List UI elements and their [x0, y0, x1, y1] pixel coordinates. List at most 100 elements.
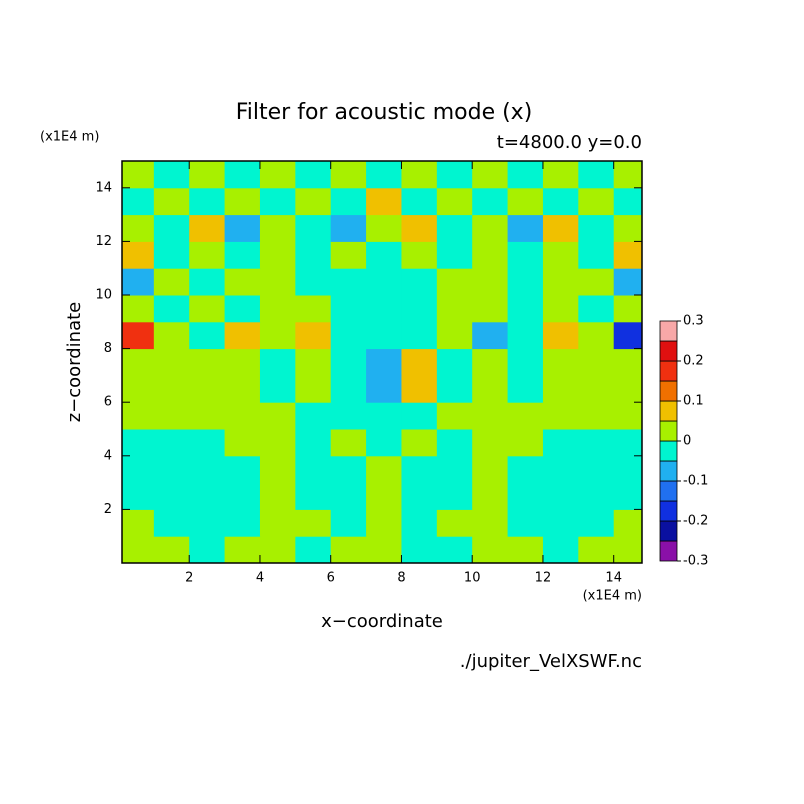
x-tick-label: 6: [327, 571, 335, 586]
contour-cell: [153, 402, 190, 430]
contour-cell: [295, 161, 332, 189]
contour-cell: [542, 187, 579, 216]
contour-cell: [542, 429, 579, 457]
contour-cell: [578, 402, 615, 430]
contour-cell: [401, 161, 438, 189]
contour-cell: [122, 536, 155, 563]
contour-cell: [401, 375, 438, 403]
contour-cell: [295, 482, 332, 510]
contour-cell: [122, 348, 155, 376]
colorbar-tick-label: 0.2: [683, 354, 704, 369]
chart-subtitle: t=4800.0 y=0.0: [497, 132, 642, 153]
contour-cell: [224, 348, 261, 376]
contour-cell: [122, 295, 155, 323]
contour-cell: [507, 268, 544, 296]
contour-cell: [436, 268, 473, 296]
contour-cell: [578, 348, 615, 376]
contour-cell: [122, 509, 155, 537]
contour-cell: [259, 429, 296, 457]
contour-cell: [366, 295, 402, 323]
contour-cell: [189, 268, 226, 296]
contour-cell: [122, 455, 155, 484]
contour-cell: [472, 187, 509, 216]
contour-cell: [542, 402, 579, 430]
colorbar-swatch: [659, 520, 678, 542]
contour-cell: [542, 509, 579, 537]
contour-cell: [122, 187, 155, 216]
contour-cell: [189, 321, 226, 350]
contour-cell: [153, 187, 190, 216]
contour-cell: [436, 375, 473, 403]
y-tick-label: 4: [104, 448, 112, 463]
contour-cell: [507, 375, 544, 403]
contour-cell: [295, 375, 332, 403]
y-axis-label: z−coordinate: [64, 302, 85, 423]
contour-cell: [153, 375, 190, 403]
contour-cell: [189, 187, 226, 216]
x-axis-label: x−coordinate: [321, 611, 443, 632]
contour-cell: [330, 241, 367, 269]
y-tick-label: 10: [95, 288, 112, 303]
x-tick-label: 8: [397, 571, 405, 586]
contour-cell: [224, 295, 261, 323]
contour-cell: [295, 321, 332, 350]
contour-cell: [401, 455, 438, 484]
chart-title: Filter for acoustic mode (x): [236, 100, 533, 125]
contour-cell: [224, 509, 261, 537]
contour-cell: [401, 295, 438, 323]
contour-cell: [578, 241, 615, 269]
contour-cell: [259, 295, 296, 323]
contour-cell: [122, 161, 155, 189]
contour-cell: [578, 536, 615, 563]
contour-cell: [189, 295, 226, 323]
contour-cell: [436, 536, 473, 563]
contour-cell: [542, 321, 579, 350]
plot-frame: [121, 160, 643, 564]
contour-cell: [401, 214, 438, 242]
contour-cell: [153, 321, 190, 350]
contour-cell: [542, 536, 579, 563]
x-tick-label: 2: [185, 571, 193, 586]
contour-cell: [507, 455, 544, 484]
contour-cell: [507, 536, 544, 563]
contour-cell: [472, 429, 509, 457]
y-tick-label: 8: [104, 341, 112, 356]
x-tick-label: 12: [535, 571, 552, 586]
contour-cell: [224, 187, 261, 216]
contour-cell: [295, 348, 332, 376]
x-tick-label: 14: [605, 571, 622, 586]
contour-cell: [436, 348, 473, 376]
contour-cell: [613, 536, 642, 563]
contour-cell: [330, 321, 367, 350]
x-unit: (x1E4 m): [583, 589, 642, 604]
contour-cell: [295, 268, 332, 296]
contour-cell: [401, 402, 438, 430]
contour-cell: [295, 455, 332, 484]
contour-cell: [401, 482, 438, 510]
contour-cell: [330, 187, 367, 216]
contour-cell: [507, 348, 544, 376]
contour-cell: [330, 429, 367, 457]
contour-cell: [613, 375, 642, 403]
contour-cell: [436, 161, 473, 189]
contour-cell: [472, 375, 509, 403]
contour-cell: [259, 482, 296, 510]
contour-cell: [330, 482, 367, 510]
contour-cell: [366, 161, 402, 189]
contour-cell: [578, 161, 615, 189]
y-tick-label: 12: [95, 234, 112, 249]
contour-cell: [436, 241, 473, 269]
contour-cell: [153, 214, 190, 242]
contour-cell: [472, 402, 509, 430]
contour-cell: [122, 241, 155, 269]
contour-cell: [436, 455, 473, 484]
contour-cell: [613, 187, 642, 216]
colorbar-swatch: [659, 500, 678, 522]
contour-cell: [295, 241, 332, 269]
contour-cell: [224, 321, 261, 350]
contour-cell: [224, 402, 261, 430]
contour-cell: [153, 509, 190, 537]
contour-cell: [153, 348, 190, 376]
contour-cell: [472, 348, 509, 376]
contour-cell: [542, 161, 579, 189]
